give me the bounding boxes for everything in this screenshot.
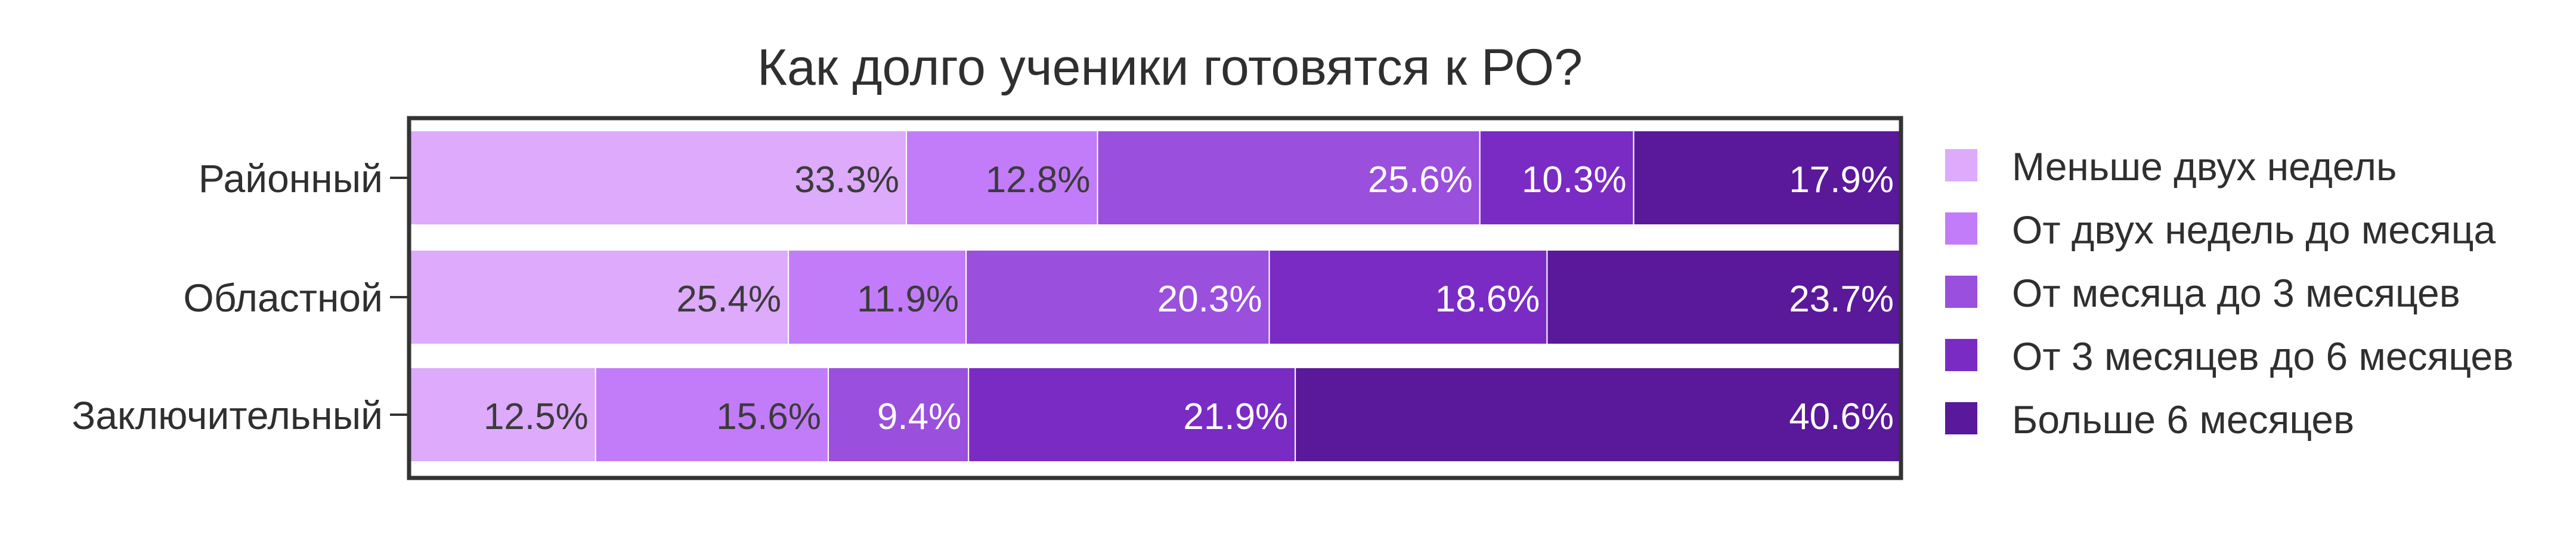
data-label: 12.8%	[986, 159, 1091, 200]
data-label: 40.6%	[1789, 396, 1894, 437]
bar-segment	[1479, 130, 1634, 226]
bar-segment	[595, 367, 829, 462]
bar-segment	[965, 249, 1270, 345]
data-label: 10.3%	[1522, 159, 1627, 200]
data-label: 23.7%	[1789, 279, 1894, 320]
legend-swatch	[1945, 402, 1977, 434]
legend-swatch	[1945, 339, 1977, 371]
chart-title: Как долго ученики готовятся к РО?	[757, 39, 1583, 96]
legend-swatch	[1945, 149, 1977, 181]
bar-segment	[408, 249, 789, 345]
data-label: 17.9%	[1789, 159, 1894, 200]
data-labels-layer: 33.3% 12.8% 25.6% 10.3% 17.9% 25.4% 11.9% 20.3%…	[484, 159, 1894, 437]
bars-layer	[408, 130, 1902, 462]
y-tick-label: Областной	[183, 276, 383, 320]
legend-label: От 3 месяцев до 6 месяцев	[2012, 334, 2513, 378]
bar-segment	[906, 130, 1098, 226]
y-axis: Районный Областной Заключительный	[72, 156, 409, 437]
legend-label: От двух недель до месяца	[2012, 208, 2496, 252]
y-tick-label: Районный	[199, 156, 383, 200]
data-label: 12.5%	[484, 396, 589, 437]
bar-segment	[1546, 249, 1902, 345]
plot-frame	[407, 116, 1903, 480]
legend-label: Меньше двух недель	[2012, 144, 2397, 189]
legend-label: Больше 6 месяцев	[2012, 397, 2354, 442]
legend-label: От месяца до 3 месяцев	[2012, 271, 2460, 315]
data-label: 20.3%	[1157, 279, 1262, 320]
data-label: 9.4%	[877, 396, 961, 437]
data-label: 18.6%	[1435, 279, 1540, 320]
data-label: 25.6%	[1368, 159, 1473, 200]
legend-swatch	[1945, 212, 1977, 245]
bar-segment	[1268, 249, 1548, 345]
bar-segment	[1295, 367, 1902, 462]
data-label: 11.9%	[857, 279, 959, 320]
data-label: 25.4%	[676, 279, 781, 320]
data-label: 21.9%	[1183, 396, 1288, 437]
legend-swatch	[1945, 276, 1977, 308]
data-label: 15.6%	[716, 396, 821, 437]
bar-segment	[408, 130, 907, 226]
bar-segment	[1097, 130, 1481, 226]
y-tick-label: Заключительный	[72, 393, 383, 437]
bar-segment	[1633, 130, 1902, 226]
bar-segment	[968, 367, 1296, 462]
bar-segment	[828, 367, 970, 462]
legend: Меньше двух недель От двух недель до меся…	[1945, 144, 2513, 442]
data-label: 33.3%	[794, 159, 899, 200]
bar-segment	[788, 249, 967, 345]
